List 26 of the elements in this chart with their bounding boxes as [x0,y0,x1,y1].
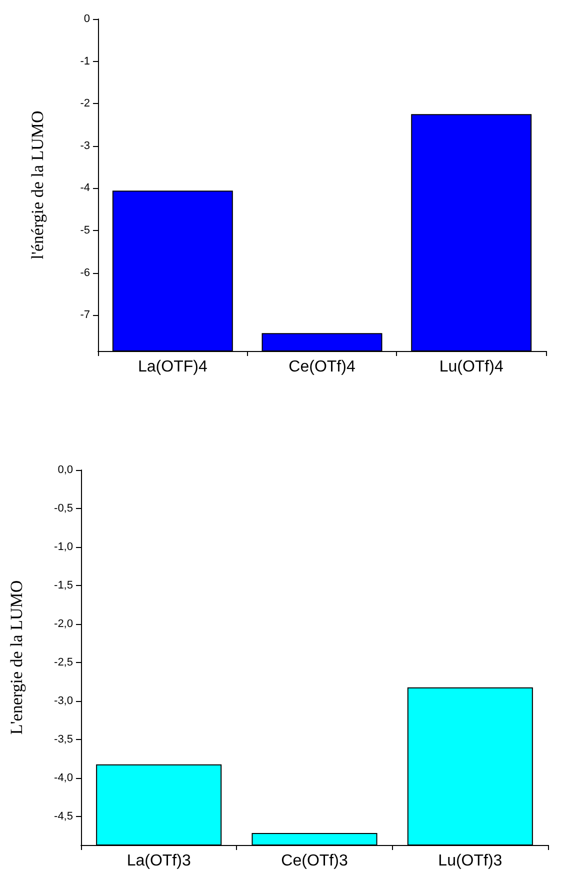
x-tick-label: La(OTf)3 [126,852,191,870]
y-tick-label: -4,0 [54,772,73,784]
y-tick-label: -1,0 [54,541,73,553]
x-tick-label: La(OTF)4 [138,358,208,376]
x-tick-label: Ce(OTf)4 [288,358,356,376]
x-tick-label: Ce(OTf)3 [281,852,348,870]
y-tick-label: -2,5 [54,656,73,669]
y-axis-title: L'energie de la LUMO [7,580,26,735]
y-tick-label: -2,0 [54,618,73,630]
x-tick-label: Lu(OTf)3 [438,852,502,870]
y-tick-label: 0 [84,13,90,25]
y-tick-label: -3 [80,140,90,152]
y-tick-label: 0,0 [58,464,73,476]
x-tick-label: Lu(OTf)4 [439,358,504,376]
y-tick-label: -1,5 [54,580,73,592]
y-tick-label: -4,5 [54,810,73,823]
y-tick-label: -6 [80,266,90,279]
y-tick-label: -2 [80,98,90,110]
y-tick-label: -0,5 [54,502,73,514]
y-axis-title: l'énérgie de la LUMO [28,110,47,260]
y-tick-label: -5 [80,224,90,236]
y-tick-label: -1 [80,55,90,68]
y-tick-label: -7 [80,309,90,322]
y-tick-label: -3,0 [54,695,73,708]
y-tick-label: -3,5 [54,734,73,746]
y-tick-label: -4 [80,182,90,194]
